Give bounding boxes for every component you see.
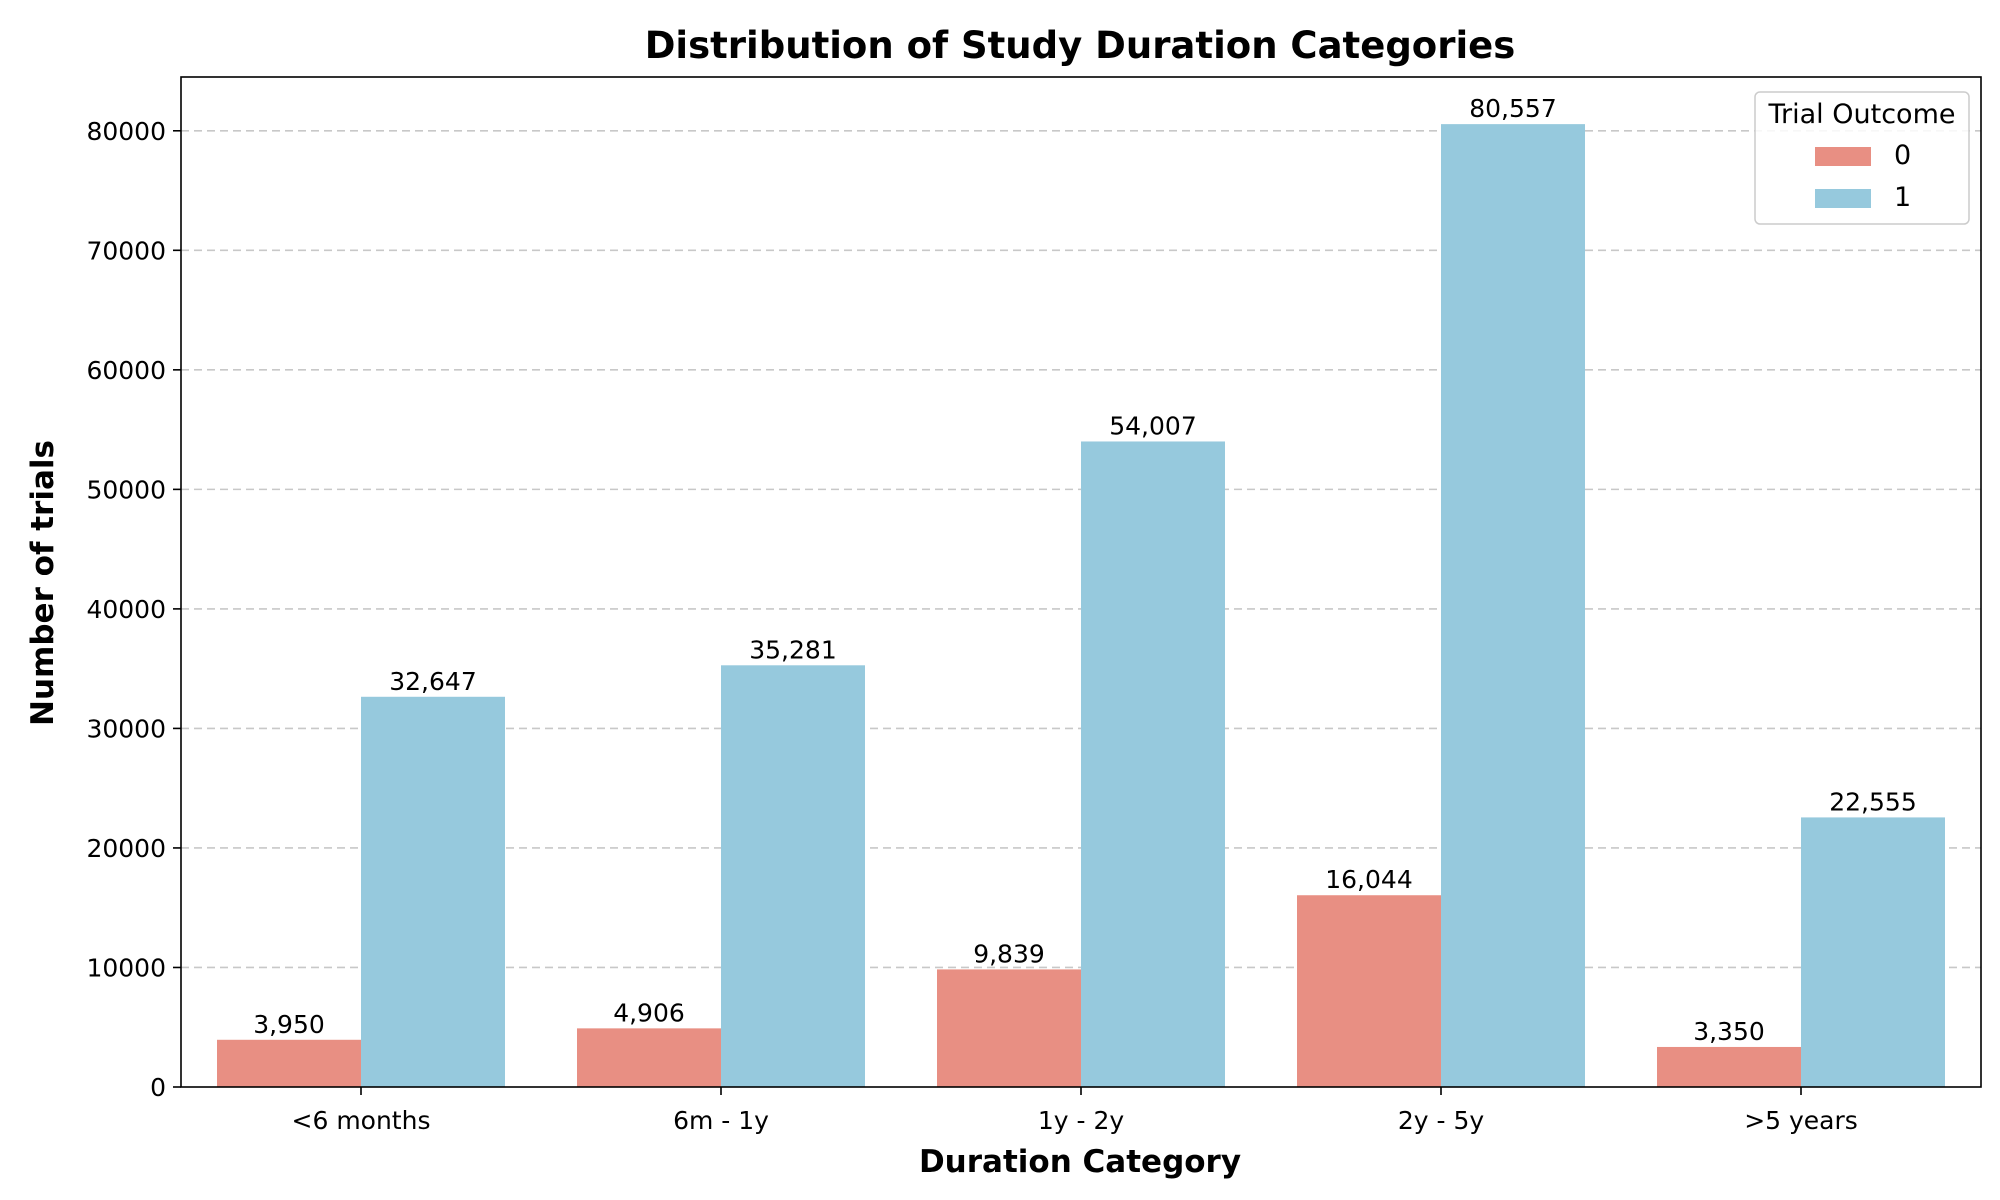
- bar-series-0: [577, 1028, 721, 1087]
- legend-items: 01: [1815, 140, 1911, 213]
- bar-value-label: 4,906: [613, 998, 685, 1027]
- legend-label-0: 0: [1894, 140, 1911, 171]
- bars: [217, 124, 1945, 1088]
- y-tick-label: 50000: [86, 475, 166, 504]
- bar-value-label: 32,647: [389, 667, 476, 696]
- bar-value-label: 3,950: [253, 1010, 325, 1039]
- bar-series-0: [937, 969, 1081, 1087]
- bar-series-0: [1657, 1046, 1801, 1087]
- bar-series-0: [1297, 895, 1441, 1087]
- y-tick-label: 10000: [86, 953, 166, 982]
- y-axis-title: Number of trials: [25, 440, 61, 726]
- y-tick-label: 70000: [86, 236, 166, 265]
- bar-series-1: [361, 696, 505, 1087]
- x-tick-label: <6 months: [292, 1106, 431, 1135]
- legend-label-1: 1: [1894, 182, 1911, 213]
- legend: Trial Outcome 01: [1754, 91, 1970, 225]
- bar-series-0: [217, 1039, 361, 1087]
- y-axis: 0 10000 20000 30000 40000 50000 60000 70000 8000…: [86, 117, 181, 1102]
- bar-series-1: [1081, 441, 1225, 1087]
- bar-value-label: 9,839: [973, 939, 1045, 968]
- legend-swatch-1: [1815, 189, 1871, 208]
- bar-value-label: 80,557: [1469, 94, 1556, 123]
- bar-value-label: 16,044: [1325, 865, 1412, 894]
- bar-value-label: 22,555: [1829, 787, 1916, 816]
- y-tick-label: 30000: [86, 714, 166, 743]
- y-tick-label: 20000: [86, 834, 166, 863]
- bar-value-label: 35,281: [749, 635, 836, 664]
- bar-series-1: [1801, 817, 1945, 1087]
- x-tick-label: 2y - 5y: [1398, 1106, 1485, 1135]
- bar-series-1: [1441, 124, 1585, 1088]
- y-tick-label: 60000: [86, 356, 166, 385]
- y-tick-label: 40000: [86, 595, 166, 624]
- y-tick-label: 0: [150, 1073, 166, 1102]
- bar-value-label: 3,350: [1693, 1017, 1765, 1046]
- legend-swatch-0: [1815, 147, 1871, 166]
- x-axis: <6 months 6m - 1y 1y - 2y 2y - 5y >5 years: [292, 1087, 1858, 1135]
- chart-title: Distribution of Study Duration Categorie…: [645, 24, 1516, 67]
- x-tick-label: 6m - 1y: [673, 1106, 769, 1135]
- y-tick-label: 80000: [86, 117, 166, 146]
- x-tick-label: >5 years: [1744, 1106, 1858, 1135]
- bar-value-labels: 3,950 32,647 4,906 35,281 9,839 54,007 16,044 8…: [253, 94, 1917, 1046]
- legend-title: Trial Outcome: [1768, 99, 1956, 130]
- x-tick-label: 1y - 2y: [1038, 1106, 1125, 1135]
- bar-value-label: 54,007: [1109, 411, 1196, 440]
- bar-series-1: [721, 665, 865, 1087]
- x-axis-title: Duration Category: [919, 1144, 1241, 1180]
